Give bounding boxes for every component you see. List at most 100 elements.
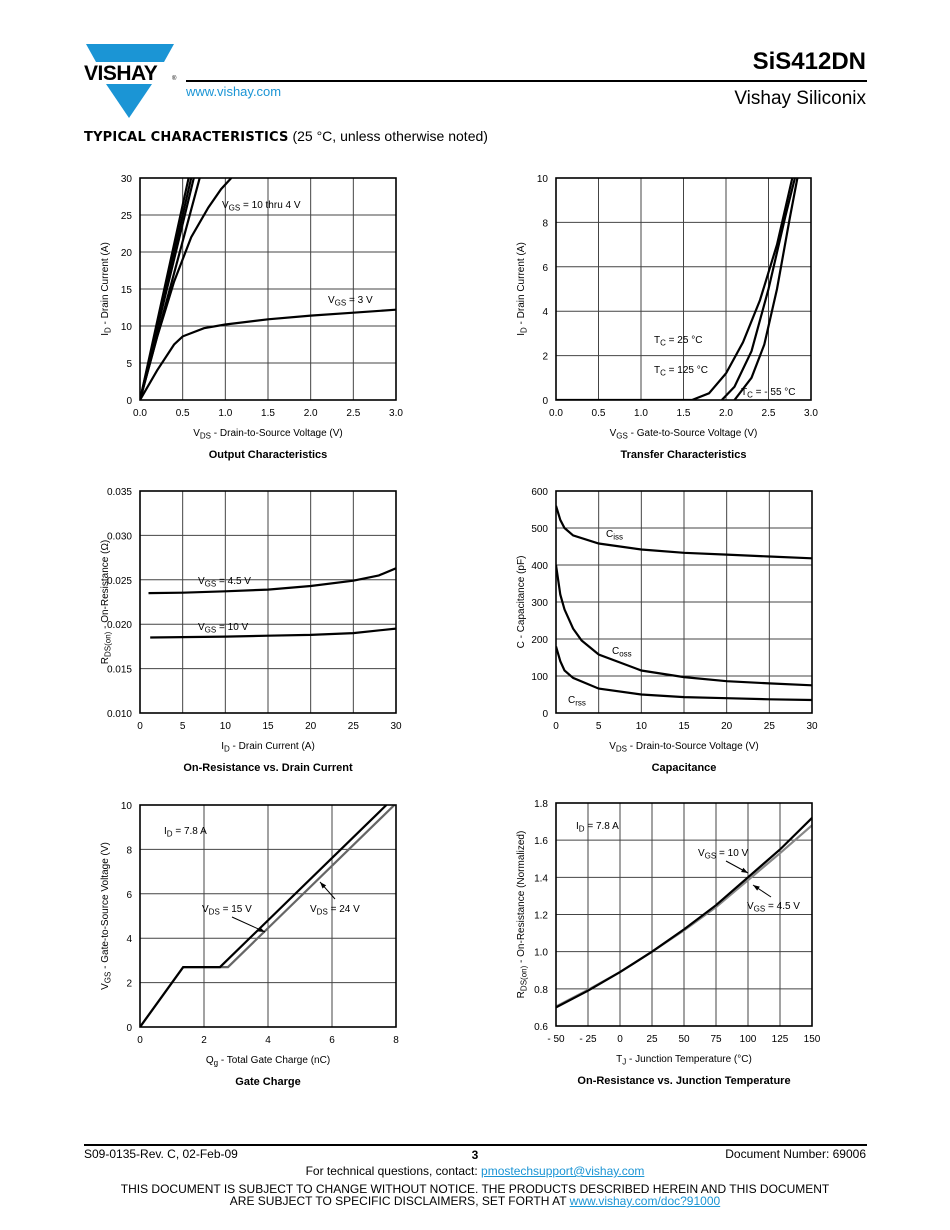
- y-tick-label: 1.8: [534, 799, 548, 810]
- x-tick-label: 15: [262, 721, 274, 732]
- annotation-label-main: T: [654, 365, 660, 376]
- x-axis-label-rest: - Gate-to-Source Voltage (V): [628, 428, 758, 439]
- header-rule: [186, 80, 867, 82]
- y-tick-label: 5: [126, 359, 132, 370]
- x-axis-label: TJ - Junction Temperature (°C): [616, 1054, 752, 1067]
- y-tick-label: 0: [542, 709, 548, 720]
- annotation-label-sub: GS: [335, 299, 347, 308]
- x-tick-label: 0: [137, 1035, 143, 1046]
- y-tick-label: 0.035: [107, 487, 132, 498]
- annotation-label: Ciss: [606, 529, 623, 542]
- x-tick-label: 30: [390, 721, 402, 732]
- annotation-label-sub: C: [747, 391, 753, 400]
- y-tick-label: 0: [126, 1023, 132, 1034]
- y-tick-label: 0: [126, 396, 132, 407]
- annotation-label-main: C: [606, 529, 613, 540]
- chart-title: On-Resistance vs. Drain Current: [183, 762, 353, 774]
- x-tick-label: - 25: [579, 1034, 597, 1045]
- y-tick-label: 300: [531, 598, 548, 609]
- annotation-label: VGS = 10 V: [698, 848, 749, 861]
- chart-title: On-Resistance vs. Junction Temperature: [577, 1075, 790, 1087]
- disclaimer-line-2: ARE SUBJECT TO SPECIFIC DISCLAIMERS, SET…: [0, 1194, 950, 1208]
- y-tick-label: 8: [126, 845, 132, 856]
- annotation-label-rest: = 125 °C: [666, 365, 708, 376]
- y-axis-label: ID - Drain Current (A): [516, 242, 529, 336]
- y-tick-label: 2: [126, 979, 132, 990]
- x-tick-label: 6: [329, 1035, 335, 1046]
- y-tick-label: 1.4: [534, 873, 548, 884]
- section-title: TYPICAL CHARACTERISTICS: [84, 130, 289, 145]
- series-line-5: [140, 308, 396, 400]
- annotation-label-main: V: [310, 904, 317, 915]
- annotation-label-main: V: [698, 848, 705, 859]
- x-tick-label: 0: [617, 1034, 623, 1045]
- x-tick-label: 1.0: [634, 408, 648, 419]
- series-line-2: [733, 178, 799, 400]
- annotation-label-sub: GS: [754, 905, 766, 914]
- y-tick-label: 0.020: [107, 620, 132, 631]
- annotation-label-main: V: [328, 295, 335, 306]
- y-tick-label: 6: [126, 890, 132, 901]
- annotation-label-sub: DS: [209, 908, 220, 917]
- x-axis-label-main: V: [193, 428, 200, 439]
- x-axis-label-main: I: [221, 741, 224, 752]
- y-tick-label: 0.6: [534, 1022, 548, 1033]
- x-axis-label-main: T: [616, 1054, 622, 1065]
- x-tick-label: 25: [764, 721, 776, 732]
- y-axis-label-main: R: [100, 657, 111, 664]
- website-link[interactable]: www.vishay.com: [186, 84, 282, 99]
- annotation-label-rest: = 10 V: [216, 622, 248, 633]
- x-axis-label-sub: D: [224, 745, 230, 754]
- y-tick-label: 0.010: [107, 709, 132, 720]
- annotation-label-main: V: [222, 200, 229, 211]
- chart-6: - 50 - 25 0 25 50 75 100 125 150 0.6 0.8 1.0 1.2 1.4 1…: [516, 799, 821, 1087]
- disclaimer-link[interactable]: www.vishay.com/doc?91000: [569, 1194, 721, 1208]
- annotation-label-rest: = 7.8 A: [585, 821, 620, 832]
- annotation-label-rest: = 4.5 V: [765, 901, 800, 912]
- annotation-label: VGS = 4.5 V: [747, 901, 800, 914]
- annotation-label: VGS = 4.5 V: [198, 576, 251, 589]
- y-tick-label: 10: [121, 322, 133, 333]
- series-line-0: [148, 567, 396, 595]
- chart-title: Transfer Characteristics: [621, 449, 747, 461]
- y-tick-label: 10: [121, 801, 133, 812]
- y-tick-label: 10: [537, 174, 549, 185]
- y-tick-label: 100: [531, 672, 548, 683]
- x-tick-label: 1.5: [261, 408, 275, 419]
- annotation-label-rest: = 7.8 A: [173, 826, 208, 837]
- x-tick-label: 25: [348, 721, 360, 732]
- x-tick-label: 10: [220, 721, 232, 732]
- division-name: Vishay Siliconix: [734, 88, 866, 109]
- annotation-label-main: I: [576, 821, 579, 832]
- footer-rule: [84, 1144, 867, 1146]
- series-line-1: [556, 817, 812, 1009]
- plot-frame: [139, 177, 397, 401]
- annotation-label: ID = 7.8 A: [576, 821, 619, 834]
- document-number: Document Number: 69006: [725, 1147, 866, 1161]
- section-heading: TYPICAL CHARACTERISTICS (25 °C, unless o…: [84, 128, 488, 145]
- annotation-label-rest: = 10 V: [716, 848, 748, 859]
- y-tick-label: 30: [121, 174, 133, 185]
- plot-frame: [555, 802, 813, 1027]
- series-line-0: [556, 178, 794, 400]
- y-axis-label: ID - Drain Current (A): [100, 242, 113, 336]
- annotation-label-sub: C: [660, 369, 666, 378]
- annotation-label: VGS = 10 thru 4 V: [222, 200, 301, 213]
- x-axis-label: VGS - Gate-to-Source Voltage (V): [610, 428, 758, 441]
- y-tick-label: 500: [531, 524, 548, 535]
- x-tick-label: 20: [721, 721, 733, 732]
- annotation-label-sub: DS: [317, 908, 328, 917]
- annotation-label-main: C: [568, 695, 575, 706]
- annotation-label-sub: D: [167, 830, 173, 839]
- annotation-label-main: V: [202, 904, 209, 915]
- contact-email-link[interactable]: pmostechsupport@vishay.com: [481, 1164, 645, 1178]
- series-line-4: [140, 178, 233, 400]
- y-tick-label: 600: [531, 487, 548, 498]
- annotation-label-sub: oss: [619, 650, 631, 659]
- x-tick-label: 8: [393, 1035, 399, 1046]
- y-axis-label-rest: - On-Resistance (Normalized): [516, 831, 527, 966]
- x-tick-label: 0.5: [176, 408, 190, 419]
- x-tick-label: 100: [740, 1034, 757, 1045]
